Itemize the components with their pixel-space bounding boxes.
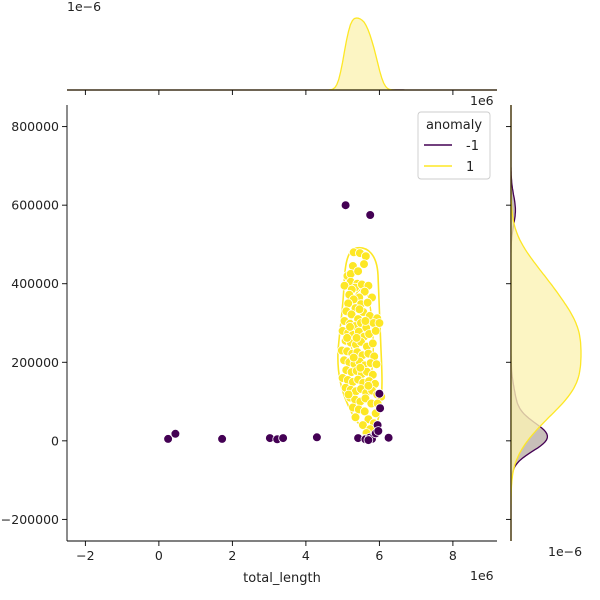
point-anomaly-pos: [339, 280, 350, 291]
point-anomaly-neg: [365, 210, 376, 220]
x-tick-label: −2: [76, 548, 94, 563]
x-axis-offset-label: 1e6: [470, 568, 494, 583]
x-tick-label: 8: [449, 548, 457, 563]
x-tick-label: 0: [155, 548, 163, 563]
right-marginal-ticks: [506, 126, 511, 520]
point-anomaly-pos: [358, 420, 368, 430]
legend-label-pos: 1: [466, 160, 474, 175]
point-anomaly-pos: [353, 266, 363, 277]
point-anomaly-pos: [351, 333, 362, 343]
point-anomaly-pos: [371, 359, 382, 370]
top-marginal-offset-label: 1e−6: [67, 0, 101, 14]
point-anomaly-pos: [360, 251, 371, 262]
x-axis-label: total_length: [243, 571, 321, 586]
y-tick-label: 400000: [11, 276, 59, 291]
x-tick-label: 2: [228, 548, 236, 563]
main-y-offset-label: 1e6: [470, 93, 494, 108]
point-anomaly-pos: [354, 304, 365, 315]
point-anomaly-pos: [370, 326, 381, 336]
top-marginal-axes: 1e−6: [67, 0, 497, 95]
point-anomaly-pos: [343, 389, 354, 400]
main-axes: −2 0 2 4 6 8 −200000 0 200000 400000 600000 800000…: [1, 93, 497, 586]
point-anomaly-neg: [170, 428, 181, 439]
legend-label-neg: -1: [466, 139, 479, 154]
right-kde-pos: [510, 105, 582, 541]
top-marginal-ticks: [84, 90, 454, 95]
point-anomaly-pos: [345, 322, 355, 332]
point-anomaly-pos: [360, 316, 371, 326]
point-anomaly-neg: [363, 435, 374, 445]
point-anomaly-neg: [278, 433, 288, 443]
legend-box: [417, 111, 491, 180]
x-axis-ticks: −2 0 2 4 6 8: [76, 541, 457, 563]
y-tick-label: 600000: [11, 198, 59, 213]
point-anomaly-pos: [348, 352, 359, 363]
legend-title: anomaly: [426, 118, 482, 133]
point-anomaly-pos: [359, 259, 369, 269]
point-anomaly-pos: [367, 338, 378, 349]
right-marginal-axes: 1e−6: [506, 105, 582, 559]
point-anomaly-neg: [163, 434, 173, 444]
legend: anomaly -1 1: [417, 111, 491, 180]
right-marginal-offset-label: 1e−6: [548, 544, 582, 559]
point-anomaly-neg: [340, 200, 351, 211]
point-anomaly-pos: [363, 380, 374, 391]
y-tick-label: 800000: [11, 119, 59, 134]
x-tick-label: 4: [302, 548, 310, 563]
point-anomaly-pos: [342, 333, 352, 343]
point-anomaly-neg: [312, 432, 322, 443]
point-anomaly-pos: [374, 318, 385, 328]
y-tick-label: 0: [51, 433, 59, 448]
point-anomaly-neg: [217, 434, 227, 444]
x-tick-label: 6: [375, 548, 383, 563]
point-anomaly-pos: [346, 309, 357, 320]
point-anomaly-pos: [359, 286, 370, 297]
y-tick-label: −200000: [1, 512, 59, 527]
y-axis-ticks: −200000 0 200000 400000 600000 800000: [1, 119, 67, 527]
series-anomaly-neg: [163, 200, 394, 445]
top-kde-pos: [67, 17, 497, 91]
point-anomaly-neg: [375, 403, 385, 414]
y-tick-label: 200000: [11, 355, 59, 370]
point-anomaly-pos: [359, 406, 370, 417]
point-anomaly-neg: [373, 426, 384, 436]
point-anomaly-neg: [374, 388, 385, 399]
series-anomaly-pos: [337, 247, 387, 444]
point-anomaly-neg: [383, 432, 394, 443]
point-anomaly-pos: [355, 362, 366, 373]
point-anomaly-pos: [350, 412, 361, 423]
point-anomaly-pos: [362, 297, 373, 308]
